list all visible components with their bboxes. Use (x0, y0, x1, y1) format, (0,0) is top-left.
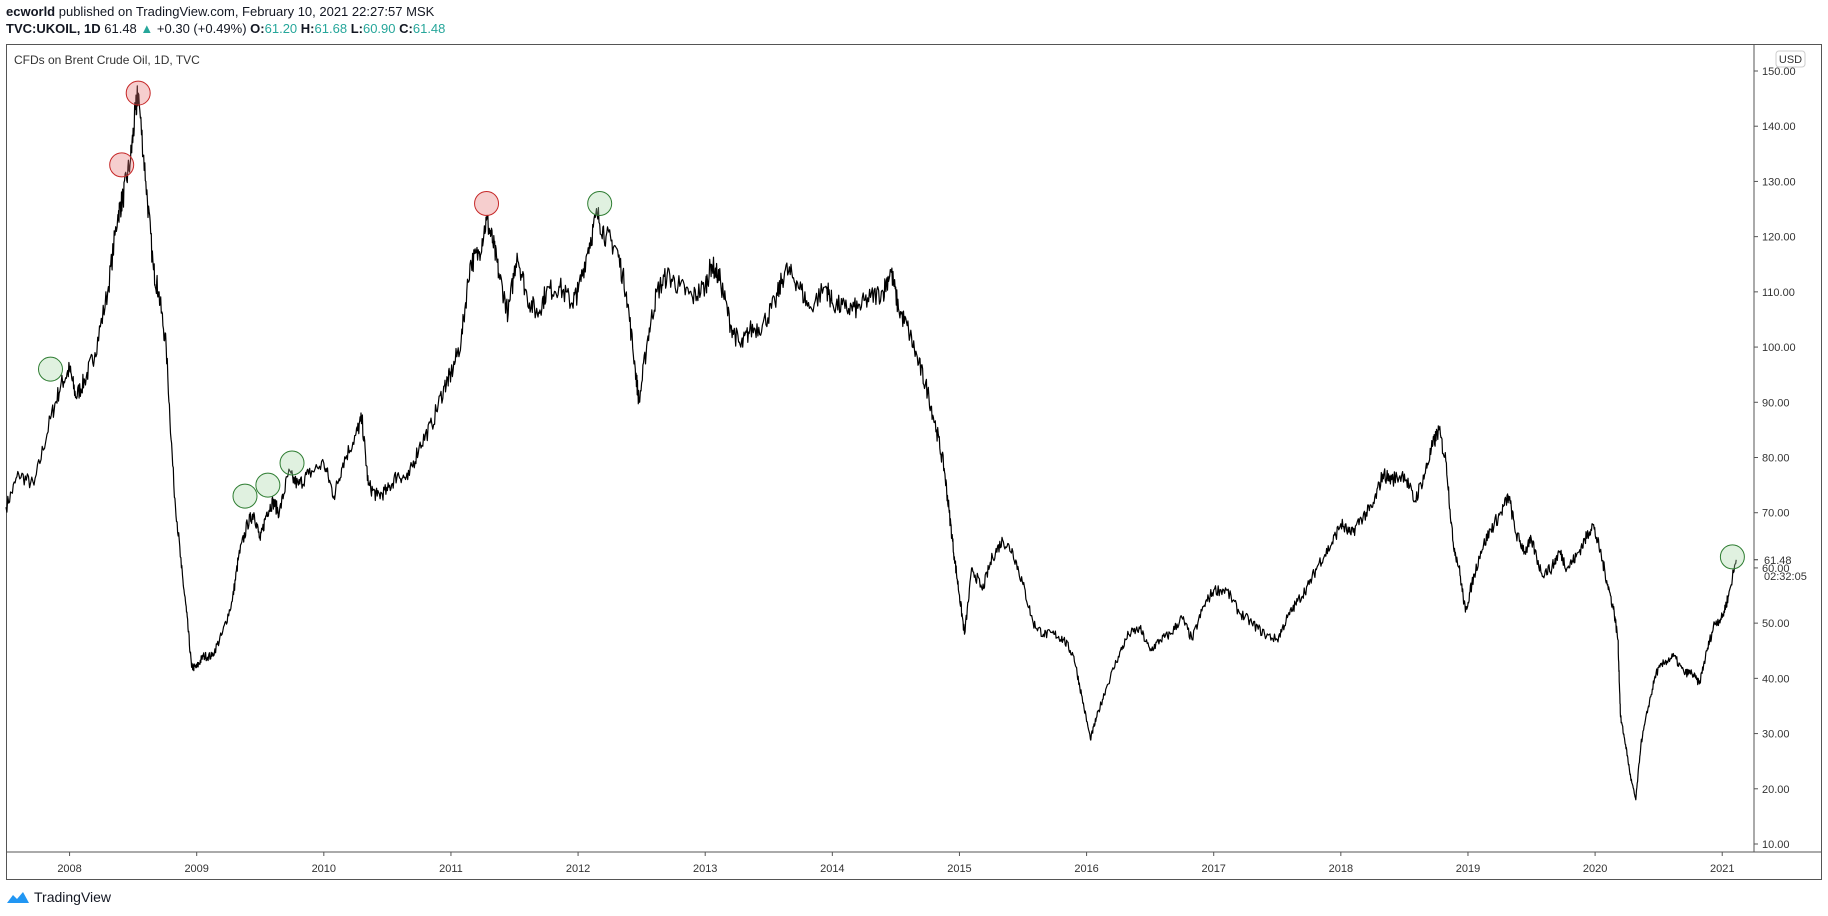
price-tick-label: 100.00 (1762, 342, 1796, 354)
last-price: 61.48 (104, 21, 137, 36)
time-tick-label: 2015 (947, 863, 971, 875)
price-tick-label: 140.00 (1762, 121, 1796, 133)
time-tick-label: 2018 (1329, 863, 1353, 875)
time-axis[interactable]: 2008 2009 2010 2011 2012 2013 2014 2015 2016 2017… (57, 852, 1734, 875)
time-tick-label: 2010 (312, 863, 336, 875)
buy-signal-marker (255, 472, 281, 498)
brand-label: TradingView (34, 889, 112, 905)
currency-badge[interactable]: USD (1775, 50, 1806, 68)
time-tick-label: 2016 (1074, 863, 1098, 875)
time-tick-label: 2020 (1583, 863, 1607, 875)
high-value: 61.68 (314, 21, 348, 36)
open-label: O: (250, 21, 265, 36)
buy-signal-marker (587, 191, 613, 217)
sell-signal-marker (474, 191, 500, 217)
last-price-tag: 61.48 02:32:05 (1754, 555, 1807, 583)
sell-signal-marker (125, 80, 151, 106)
markers-layer (37, 80, 1745, 570)
price-tick-label: 150.00 (1762, 66, 1796, 78)
bar-countdown: 02:32:05 (1764, 571, 1807, 583)
time-tick-label: 2014 (820, 863, 844, 875)
time-tick-label: 2009 (184, 863, 208, 875)
time-tick-label: 2008 (57, 863, 81, 875)
low-label: L: (350, 21, 363, 36)
price-tick-label: 40.00 (1762, 673, 1790, 685)
price-axis[interactable]: 150.00 140.00 130.00 120.00 110.00 100.00 90.0… (1754, 66, 1796, 851)
tradingview-logo-icon (7, 892, 29, 903)
price-tick-label: 10.00 (1762, 839, 1790, 851)
buy-signal-marker (37, 356, 63, 382)
buy-signal-marker (232, 483, 258, 509)
symbol-line: TVC:UKOIL, 1D 61.48 ▲ +0.30 (+0.49%) O:6… (6, 21, 445, 36)
publish-info: ecworld published on TradingView.com, Fe… (6, 4, 434, 19)
time-tick-label: 2012 (566, 863, 590, 875)
time-tick-label: 2021 (1710, 863, 1734, 875)
price-tick-label: 30.00 (1762, 729, 1790, 741)
close-value: 61.48 (412, 21, 446, 36)
price-tick-label: 130.00 (1762, 176, 1796, 188)
price-series-line (5, 85, 1737, 801)
symbol-label: TVC:UKOIL, 1D (6, 21, 101, 36)
series-layer (5, 85, 1737, 801)
buy-signal-marker (279, 450, 305, 476)
high-label: H: (300, 21, 315, 36)
price-tick-label: 70.00 (1762, 508, 1790, 520)
price-tick-label: 110.00 (1762, 287, 1795, 299)
author-name[interactable]: ecworld (6, 4, 56, 19)
change-value: +0.30 (+0.49%) (156, 21, 247, 36)
buy-signal-marker (1719, 544, 1745, 570)
currency-label: USD (1779, 54, 1802, 66)
published-text: published on TradingView.com, February 1… (55, 4, 435, 19)
chart-frame (6, 44, 1822, 880)
low-value: 60.90 (362, 21, 396, 36)
price-tick-label: 20.00 (1762, 784, 1790, 796)
time-tick-label: 2019 (1456, 863, 1480, 875)
price-tick-label: 120.00 (1762, 232, 1796, 244)
last-price-axis-label: 61.48 (1764, 555, 1792, 567)
time-tick-label: 2013 (693, 863, 717, 875)
footer-brand[interactable]: TradingView (6, 889, 111, 905)
close-label: C: (399, 21, 413, 36)
time-tick-label: 2011 (439, 863, 463, 875)
price-tick-label: 60.00 (1762, 563, 1790, 575)
chart-title: CFDs on Brent Crude Oil, 1D, TVC (14, 53, 200, 67)
price-tick-label: 80.00 (1762, 453, 1790, 465)
time-tick-label: 2017 (1201, 863, 1225, 875)
price-tick-label: 90.00 (1762, 397, 1790, 409)
sell-signal-marker (109, 152, 135, 178)
price-tick-label: 50.00 (1762, 618, 1790, 630)
open-value: 61.20 (264, 21, 298, 36)
change-up-icon: ▲ (140, 21, 154, 36)
